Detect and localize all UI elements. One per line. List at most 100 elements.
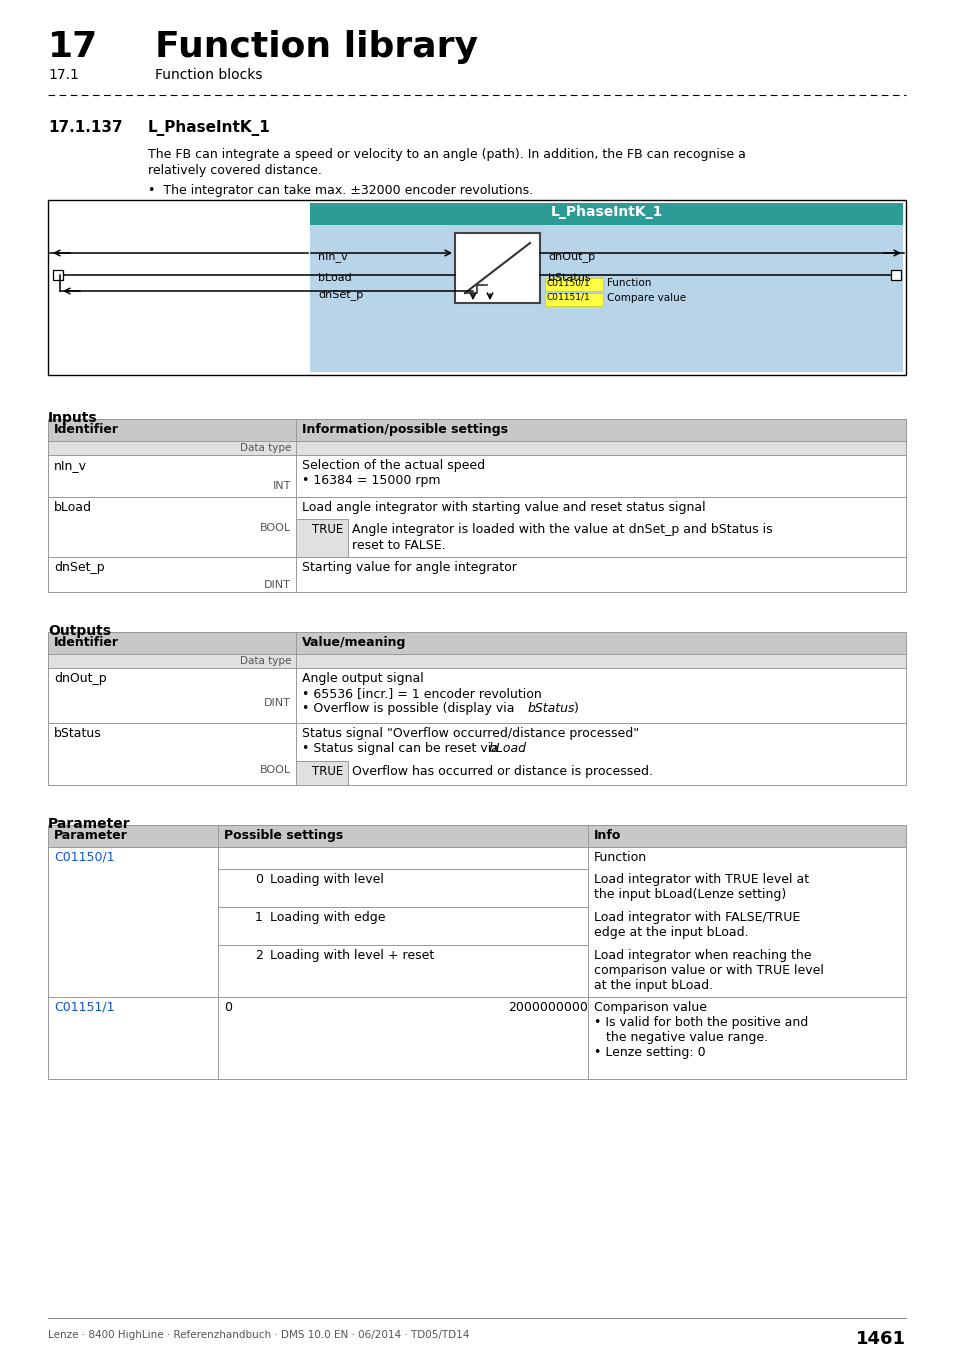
Bar: [48, 632, 905, 653]
Bar: [48, 418, 295, 441]
Bar: [544, 278, 602, 292]
Text: Load integrator when reaching the: Load integrator when reaching the: [594, 949, 811, 963]
Text: 17.1: 17.1: [48, 68, 79, 82]
Text: Angle output signal: Angle output signal: [302, 672, 423, 684]
Bar: [544, 293, 602, 306]
Text: 1: 1: [254, 911, 263, 923]
Text: DINT: DINT: [264, 698, 291, 707]
Text: dnSet_p: dnSet_p: [54, 562, 105, 574]
Bar: [48, 418, 905, 441]
Text: the negative value range.: the negative value range.: [594, 1031, 767, 1044]
Text: Function blocks: Function blocks: [154, 68, 262, 82]
Text: 2000000000: 2000000000: [507, 1000, 587, 1014]
Text: Value/meaning: Value/meaning: [302, 636, 406, 649]
Bar: [218, 869, 587, 907]
Text: the input ​bLoad(Lenze setting): the input ​bLoad(Lenze setting): [594, 888, 785, 900]
Bar: [48, 846, 905, 998]
Bar: [48, 441, 905, 455]
Bar: [48, 558, 905, 593]
Text: • Status signal can be reset via: • Status signal can be reset via: [302, 743, 502, 755]
Bar: [48, 632, 295, 653]
Text: TRUE: TRUE: [312, 522, 343, 536]
Bar: [218, 907, 587, 945]
Text: Compare value: Compare value: [606, 293, 685, 302]
Bar: [48, 825, 218, 846]
Text: Load angle integrator with starting value and reset status signal: Load angle integrator with starting valu…: [302, 501, 705, 514]
Text: 0: 0: [224, 1000, 232, 1014]
Text: BOOL: BOOL: [259, 522, 291, 533]
Bar: [48, 998, 218, 1079]
Text: reset to FALSE.: reset to FALSE.: [352, 539, 445, 552]
Text: Parameter: Parameter: [48, 817, 131, 832]
Text: Selection of the actual speed: Selection of the actual speed: [302, 459, 485, 472]
Text: The FB can integrate a speed or velocity to an angle (path). In addition, the FB: The FB can integrate a speed or velocity…: [148, 148, 745, 161]
Bar: [218, 825, 587, 846]
Text: Function library: Function library: [154, 30, 477, 63]
Text: nIn_v: nIn_v: [54, 459, 87, 472]
Text: C01150/1: C01150/1: [546, 278, 590, 288]
Text: Loading with level + reset: Loading with level + reset: [270, 949, 434, 963]
Bar: [48, 455, 295, 497]
Text: nIn_v: nIn_v: [317, 251, 348, 262]
Text: Loading with edge: Loading with edge: [270, 911, 385, 923]
Text: 1461: 1461: [855, 1330, 905, 1349]
Text: INT: INT: [273, 481, 291, 491]
Text: Possible settings: Possible settings: [224, 829, 343, 842]
Bar: [48, 998, 905, 1079]
Text: bStatus: bStatus: [547, 273, 590, 284]
Text: Load integrator with TRUE level at: Load integrator with TRUE level at: [594, 873, 808, 886]
Text: C01150/1: C01150/1: [54, 850, 114, 864]
Text: Comparison value: Comparison value: [594, 1000, 706, 1014]
Text: Data type: Data type: [239, 443, 291, 454]
Text: • 65536 [incr.] = 1 encoder revolution: • 65536 [incr.] = 1 encoder revolution: [302, 687, 541, 701]
Text: 17.1.137: 17.1.137: [48, 120, 123, 135]
Text: Function: Function: [594, 850, 646, 864]
Text: Overflow has occurred or distance is processed.: Overflow has occurred or distance is pro…: [352, 765, 652, 778]
Text: edge at the input ​bLoad.: edge at the input ​bLoad.: [594, 926, 748, 940]
Text: Loading with level: Loading with level: [270, 873, 383, 886]
Bar: [53, 270, 63, 279]
Bar: [295, 761, 348, 784]
Text: ): ): [574, 702, 578, 716]
Text: Lenze · 8400 HighLine · Referenzhandbuch · DMS 10.0 EN · 06/2014 · TD05/TD14: Lenze · 8400 HighLine · Referenzhandbuch…: [48, 1330, 469, 1341]
Bar: [455, 234, 539, 302]
Bar: [48, 668, 295, 724]
Bar: [48, 846, 218, 998]
Text: • Overflow is possible (display via: • Overflow is possible (display via: [302, 702, 518, 716]
Bar: [310, 202, 902, 373]
Text: dnOut_p: dnOut_p: [54, 672, 107, 684]
Text: TRUE: TRUE: [312, 765, 343, 778]
Bar: [48, 441, 295, 455]
Bar: [48, 558, 295, 593]
Text: Status signal "Overflow occurred/distance processed": Status signal "Overflow occurred/distanc…: [302, 728, 639, 740]
Text: Information/possible settings: Information/possible settings: [302, 423, 507, 436]
Text: • Is valid for both the positive and: • Is valid for both the positive and: [594, 1017, 807, 1029]
Text: Data type: Data type: [239, 656, 291, 666]
Bar: [890, 270, 900, 279]
Bar: [48, 724, 295, 784]
Text: dnOut_p: dnOut_p: [547, 251, 595, 262]
Text: BOOL: BOOL: [259, 765, 291, 775]
Bar: [48, 497, 905, 558]
Text: •  The integrator can take max. ±32000 encoder revolutions.: • The integrator can take max. ±32000 en…: [148, 184, 533, 197]
Text: • 16384 = 15000 rpm: • 16384 = 15000 rpm: [302, 474, 440, 487]
Text: L_PhaseIntK_1: L_PhaseIntK_1: [148, 120, 271, 136]
Text: Outputs: Outputs: [48, 624, 111, 639]
Bar: [48, 825, 905, 846]
Text: Angle integrator is loaded with the value at ​dn​Set​_​p and ​b​Status is: Angle integrator is loaded with the valu…: [352, 522, 772, 536]
Text: 17: 17: [48, 30, 98, 63]
Text: Parameter: Parameter: [54, 829, 128, 842]
Bar: [48, 497, 295, 558]
Text: L_PhaseIntK_1: L_PhaseIntK_1: [550, 205, 662, 219]
Text: bStatus: bStatus: [54, 728, 102, 740]
Bar: [295, 518, 348, 558]
Text: Starting value for angle integrator: Starting value for angle integrator: [302, 562, 517, 574]
Text: Function: Function: [606, 278, 651, 288]
Text: 0: 0: [254, 873, 263, 886]
Text: Load integrator with FALSE/TRUE: Load integrator with FALSE/TRUE: [594, 911, 800, 923]
Text: DINT: DINT: [264, 580, 291, 590]
Text: C01151/1: C01151/1: [546, 293, 590, 302]
Bar: [48, 455, 905, 497]
Bar: [48, 653, 905, 668]
Bar: [48, 668, 905, 724]
